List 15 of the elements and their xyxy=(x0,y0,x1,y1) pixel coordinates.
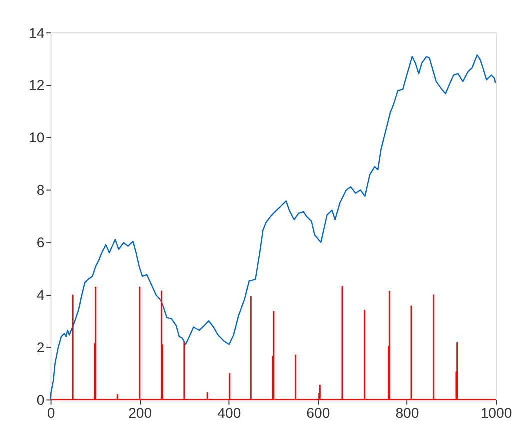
x-tick-label: 0 xyxy=(47,405,56,422)
x-tick-label: 400 xyxy=(218,405,242,422)
y-tick-label: 14 xyxy=(29,24,45,41)
x-tick-label: 600 xyxy=(306,405,330,422)
x-tick-label: 1000 xyxy=(480,405,512,422)
y-tick-label: 6 xyxy=(36,234,45,251)
y-tick-label: 12 xyxy=(29,77,45,94)
y-tick-label: 2 xyxy=(36,339,45,356)
y-tick-label: 0 xyxy=(36,392,45,408)
y-tick-label: 4 xyxy=(36,287,45,304)
x-tick-label: 200 xyxy=(128,405,152,422)
y-tick-label: 10 xyxy=(29,130,45,146)
x-tick-label: 800 xyxy=(396,405,420,422)
line-series xyxy=(50,54,496,400)
y-tick-label: 8 xyxy=(36,182,45,198)
